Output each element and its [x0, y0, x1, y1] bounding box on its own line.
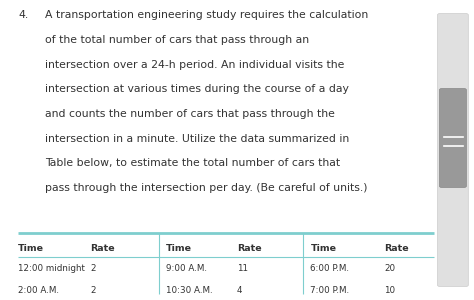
Text: 2: 2: [90, 264, 96, 273]
Text: 2:00 A.M.: 2:00 A.M.: [18, 286, 59, 295]
Text: Rate: Rate: [237, 244, 262, 253]
Text: Time: Time: [310, 244, 337, 253]
Text: 11: 11: [237, 264, 248, 273]
Text: and counts the number of cars that pass through the: and counts the number of cars that pass …: [45, 109, 335, 119]
Text: 4: 4: [237, 286, 243, 295]
Text: 20: 20: [384, 264, 395, 273]
Text: intersection over a 24-h period. An individual visits the: intersection over a 24-h period. An indi…: [45, 60, 345, 70]
Text: 7:00 P.M.: 7:00 P.M.: [310, 286, 350, 295]
Text: intersection at various times during the course of a day: intersection at various times during the…: [45, 84, 349, 94]
Text: Rate: Rate: [384, 244, 409, 253]
Text: 12:00 midnight: 12:00 midnight: [18, 264, 85, 273]
Text: Time: Time: [18, 244, 44, 253]
Text: 10:30 A.M.: 10:30 A.M.: [166, 286, 212, 295]
Text: intersection in a minute. Utilize the data summarized in: intersection in a minute. Utilize the da…: [45, 134, 349, 143]
FancyBboxPatch shape: [438, 14, 468, 286]
Text: Rate: Rate: [90, 244, 115, 253]
Text: Table below, to estimate the total number of cars that: Table below, to estimate the total numbe…: [45, 158, 340, 168]
Text: of the total number of cars that pass through an: of the total number of cars that pass th…: [45, 35, 309, 45]
Text: pass through the intersection per day. (Be careful of units.): pass through the intersection per day. (…: [45, 183, 367, 193]
Text: 6:00 P.M.: 6:00 P.M.: [310, 264, 349, 273]
FancyBboxPatch shape: [439, 88, 466, 188]
Text: A transportation engineering study requires the calculation: A transportation engineering study requi…: [45, 11, 368, 20]
Text: 9:00 A.M.: 9:00 A.M.: [166, 264, 207, 273]
Text: 10: 10: [384, 286, 395, 295]
Text: Time: Time: [166, 244, 192, 253]
Text: 4.: 4.: [18, 11, 28, 20]
Text: 2: 2: [90, 286, 96, 295]
